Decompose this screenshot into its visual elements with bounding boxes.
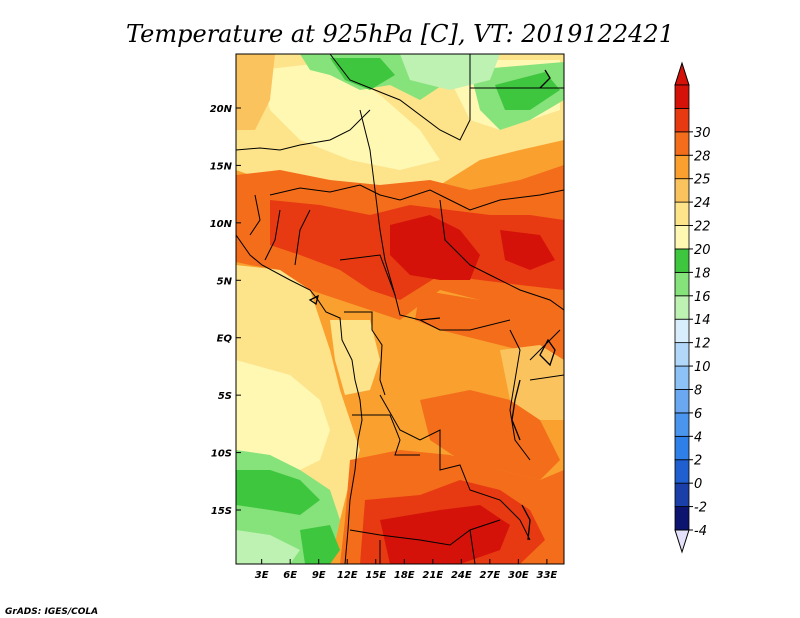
y-tick-label: 15N [210, 161, 233, 172]
colorbar-swatch [674, 225, 690, 250]
field-sea-mint [236, 530, 300, 564]
y-tick-label: 10N [210, 219, 233, 230]
colorbar-swatch [674, 154, 690, 180]
temperature-map [236, 54, 564, 564]
colorbar-under-arrow [674, 529, 690, 554]
x-tick-label: 15E [365, 570, 386, 581]
field-sahara-pale [260, 62, 440, 170]
field-sea-green-dark [236, 470, 320, 515]
y-axis: 20N 15N 10N 5N EQ 5S 10S 15S [210, 104, 241, 517]
field-atlantic-pale [236, 360, 330, 470]
chart-title: Temperature at 925hPa [C], VT: 201912242… [126, 20, 674, 48]
x-tick-label: 24E [451, 570, 472, 581]
colorbar-tick-label: 8 [694, 383, 702, 398]
colorbar-tick-label: -4 [694, 524, 707, 539]
credit-label: GrADS: IGES/COLA [5, 607, 98, 617]
colorbar-tick-label: 30 [694, 126, 711, 141]
x-axis: 3E 6E 9E 12E 15E 18E 21E 24E 27E 30E 33E [255, 559, 558, 581]
colorbar-swatch [674, 435, 690, 461]
y-tick-label: 5S [218, 391, 232, 402]
field-top-mint [400, 54, 500, 90]
colorbar-tick-label: 25 [694, 173, 711, 188]
y-tick-label: EQ [217, 334, 233, 345]
colorbar-swatch [674, 365, 690, 390]
x-tick-label: 3E [255, 570, 269, 581]
x-tick-label: 18E [394, 570, 415, 581]
x-tick-label: 27E [479, 570, 500, 581]
colorbar-swatch [674, 389, 690, 414]
colorbar-tick-label: 24 [694, 196, 711, 211]
y-tick-label: 10S [211, 449, 232, 460]
field-sea-green-sw [300, 525, 340, 564]
field-sahel-hot-2 [500, 230, 555, 270]
y-tick-label: 20N [210, 104, 233, 115]
colorbar-swatch [674, 84, 690, 109]
x-tick-label: 30E [508, 570, 529, 581]
colorbar-swatch [674, 131, 690, 156]
lakes [308, 69, 556, 541]
x-tick-label: 9E [312, 570, 326, 581]
colorbar-tick-label: 10 [694, 360, 711, 375]
field-west-orange [236, 54, 275, 130]
colorbar-tick-label: 18 [694, 266, 711, 281]
colorbar-swatch [674, 506, 690, 531]
colorbar-tick-label: 12 [694, 337, 711, 352]
plot-frame [235, 53, 565, 565]
x-tick-label: 21E [422, 570, 443, 581]
x-tick-label: 12E [337, 570, 358, 581]
x-tick-label: 33E [537, 570, 558, 581]
colorbar-swatch [674, 412, 690, 437]
y-tick-label: 15S [211, 506, 232, 517]
field-north-green-2 [330, 58, 395, 90]
colorbar-tick-label: 14 [694, 313, 711, 328]
colorbar-tick-label: 0 [694, 477, 702, 492]
colorbar-swatch [674, 318, 690, 344]
colorbar-tick-label: 20 [694, 243, 711, 258]
colorbar-swatch [674, 482, 690, 507]
colorbar-tick-label: 2 [694, 454, 702, 469]
y-tick-label: 5N [217, 276, 233, 287]
colorbar-tick-label: 4 [694, 430, 702, 445]
colorbar-tick-label: 6 [694, 407, 702, 422]
colorbar-swatch [674, 342, 690, 367]
colorbar-swatch [674, 248, 690, 273]
country-borders [236, 54, 564, 564]
field-ne-green-2 [495, 72, 560, 110]
field-south-hot [380, 505, 510, 564]
colorbar-swatch [674, 295, 690, 320]
field-drc-orange [420, 390, 560, 480]
field-sahel-hot [390, 215, 480, 280]
colorbar-over-arrow [674, 61, 690, 86]
colorbar-tick-label: 28 [694, 149, 711, 164]
colorbar-swatch [674, 108, 690, 133]
field-gabon-yellow [330, 320, 380, 395]
colorbar-tick-label: -2 [694, 501, 707, 516]
x-tick-label: 6E [283, 570, 297, 581]
colorbar-tick-label: 22 [694, 220, 711, 235]
colorbar-swatch [674, 178, 690, 203]
colorbar-swatch [674, 459, 690, 484]
colorbar-swatch [674, 201, 690, 226]
colorbar-tick-label: 16 [694, 290, 711, 305]
colorbar-swatch [674, 271, 690, 297]
